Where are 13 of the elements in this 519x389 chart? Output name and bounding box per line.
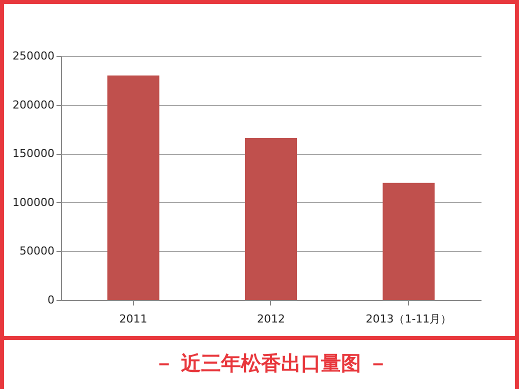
x-tick-label: 2013（1-11月） <box>366 312 452 326</box>
y-tick-label: 50000 <box>20 244 54 258</box>
y-tick-label: 250000 <box>12 50 54 62</box>
x-tick-label: 2012 <box>257 312 285 326</box>
x-tick-label: 2011 <box>119 312 148 326</box>
bar <box>107 76 160 300</box>
text: － 近三年松香出口量图 － <box>154 351 388 375</box>
y-tick-label: 100000 <box>12 196 54 209</box>
y-tick-label: 150000 <box>12 147 54 160</box>
y-tick-label: 200000 <box>12 98 54 112</box>
bar <box>382 182 435 300</box>
bar <box>245 138 297 300</box>
y-tick-label: 0 <box>48 294 54 306</box>
